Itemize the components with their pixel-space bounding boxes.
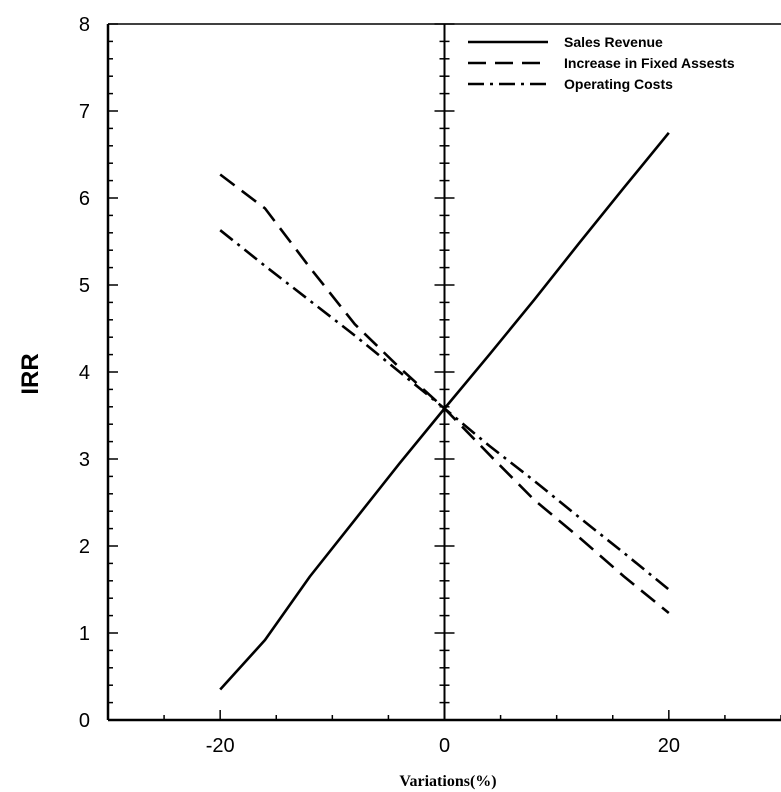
y-tick-label: 8 [79,14,90,36]
y-tick-label: 3 [79,449,90,471]
legend-entry: Sales Revenue [564,34,663,50]
y-tick-label: 2 [79,536,90,558]
axes-layer [106,23,781,722]
x-tick-label: -20 [206,735,235,757]
legend-entry: Operating Costs [564,76,673,92]
y-tick-label: 6 [79,188,90,210]
y-tick-label: 0 [79,710,90,732]
x-tick-label: 0 [439,735,450,757]
legend-entry: Increase in Fixed Assests [564,55,735,71]
y-tick-label: 7 [79,101,90,123]
x-axis-label: Variations(%) [399,773,496,790]
ticks-layer: 0 1 2 3 4 5 6 7 8 -20 0 20 [79,14,781,757]
y-tick-label: 5 [79,275,90,297]
y-tick-label: 1 [79,623,90,645]
y-axis-label: IRR [17,353,44,394]
labels-layer: IRR Variations(%) [17,353,497,790]
x-tick-label: 20 [658,735,680,757]
legend: Sales Revenue Increase in Fixed Assests Op… [468,34,735,92]
y-tick-label: 4 [79,362,90,384]
